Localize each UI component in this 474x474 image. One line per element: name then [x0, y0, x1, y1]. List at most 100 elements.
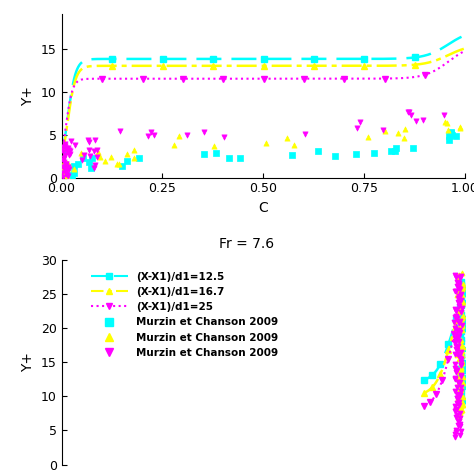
Point	[60, 154, 68, 162]
Point	[457, 361, 465, 368]
Point	[457, 333, 465, 340]
Point	[459, 383, 467, 390]
Point	[63, 161, 70, 168]
Point	[459, 396, 467, 404]
Point	[458, 398, 465, 406]
Point	[458, 318, 465, 325]
Point	[455, 394, 462, 402]
Point	[68, 172, 76, 180]
Point	[453, 366, 461, 374]
Point	[84, 136, 91, 143]
Point	[61, 164, 69, 171]
Point	[458, 359, 466, 366]
Point	[460, 397, 467, 405]
Point	[456, 342, 464, 350]
Point	[456, 379, 463, 386]
Point	[459, 374, 466, 381]
Point	[453, 394, 461, 402]
Point	[455, 376, 463, 384]
Point	[457, 366, 465, 374]
Point	[451, 337, 459, 345]
Point	[455, 284, 463, 292]
Point	[452, 273, 460, 281]
Point	[63, 160, 70, 168]
Point	[66, 147, 73, 155]
Point	[87, 164, 94, 172]
Point	[458, 336, 466, 343]
Point	[451, 339, 458, 346]
Point	[59, 160, 66, 168]
Point	[452, 306, 460, 314]
Point	[452, 133, 460, 140]
Point	[74, 161, 82, 168]
Point	[452, 334, 459, 342]
Point	[123, 157, 130, 164]
Point	[457, 346, 465, 354]
Point	[452, 307, 460, 315]
Point	[458, 353, 466, 360]
Point	[210, 142, 218, 150]
Point	[459, 325, 467, 333]
Point	[150, 132, 157, 139]
Text: Fr = 7.6: Fr = 7.6	[219, 237, 274, 251]
Point	[64, 164, 72, 172]
Point	[455, 394, 463, 401]
Point	[455, 393, 462, 401]
Point	[91, 136, 99, 144]
Point	[456, 281, 463, 289]
Point	[456, 370, 464, 378]
Point	[459, 312, 466, 320]
Point	[290, 141, 297, 148]
Point	[457, 308, 465, 316]
Point	[456, 327, 463, 334]
Point	[453, 406, 460, 414]
Point	[455, 303, 463, 310]
Point	[455, 292, 463, 299]
Point	[331, 152, 339, 159]
Point	[457, 356, 465, 363]
Point	[456, 383, 464, 391]
Point	[453, 326, 461, 333]
Point	[101, 157, 109, 165]
Point	[136, 154, 143, 162]
Point	[457, 296, 465, 304]
Point	[453, 412, 461, 419]
Point	[456, 339, 464, 346]
Point	[456, 317, 464, 324]
Point	[401, 126, 409, 133]
Point	[458, 291, 466, 299]
Point	[220, 134, 228, 141]
Point	[455, 421, 462, 428]
Point	[456, 338, 464, 346]
Point	[144, 133, 152, 140]
Point	[401, 134, 408, 141]
Point	[457, 337, 465, 344]
Point	[453, 315, 461, 322]
Point	[455, 398, 463, 405]
Point	[441, 111, 448, 119]
Point	[352, 150, 359, 157]
Point	[70, 162, 78, 170]
Point	[458, 389, 466, 396]
Point	[456, 272, 463, 279]
Point	[61, 158, 68, 165]
Point	[459, 345, 466, 353]
Point	[59, 143, 67, 151]
Point	[456, 354, 464, 361]
Point	[458, 338, 465, 346]
Point	[456, 287, 464, 294]
Point	[460, 290, 467, 298]
Point	[453, 335, 461, 343]
Point	[459, 367, 467, 374]
Point	[451, 430, 459, 438]
Point	[455, 393, 463, 401]
Point	[116, 128, 123, 135]
Point	[453, 427, 460, 434]
Point	[453, 334, 460, 342]
Point	[451, 324, 458, 332]
Point	[62, 144, 70, 152]
Point	[459, 379, 466, 386]
Point	[460, 285, 467, 293]
Point	[59, 169, 66, 177]
Point	[459, 314, 467, 321]
